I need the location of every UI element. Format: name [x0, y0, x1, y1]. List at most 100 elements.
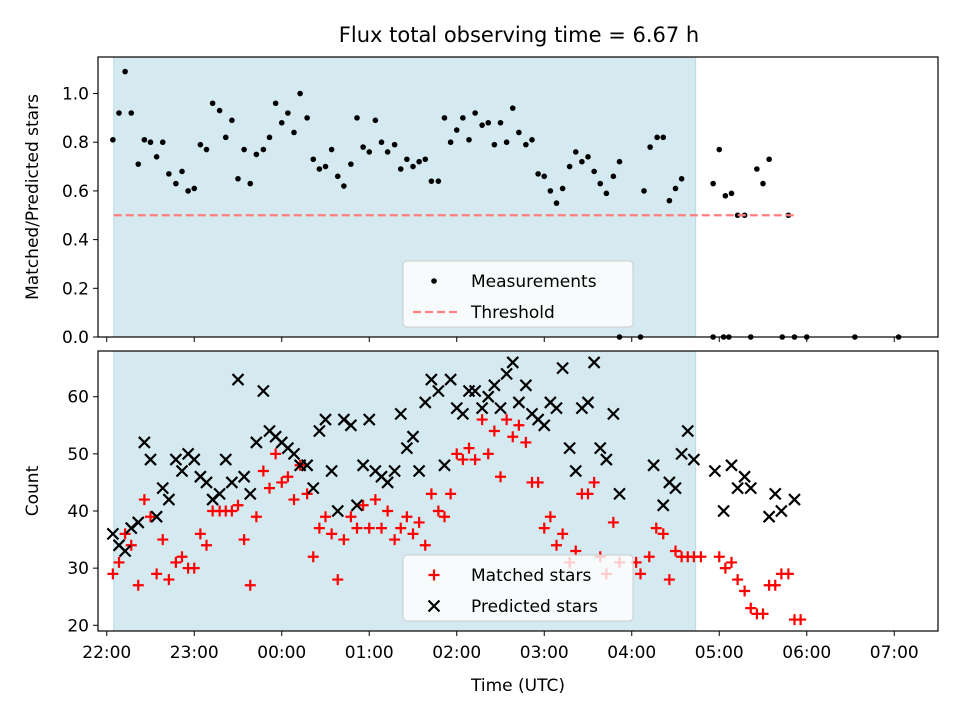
panel-2-plus-marker-46: [395, 522, 407, 534]
panel-1-legend-box: [402, 260, 634, 328]
panel-2-xtick-label-8: 06:00: [782, 643, 831, 663]
panel-1-ytick-label-4: 0.8: [62, 133, 89, 153]
panel-1-dot-marker-43: [378, 139, 385, 146]
panel-2-plus-marker-86: [657, 528, 669, 540]
panel-2-x-marker-86: [675, 447, 688, 461]
panel-1-legend-label-1: Threshold: [470, 303, 555, 323]
panel-2-x-marker-83: [656, 499, 670, 512]
panel-1-dot-marker-75: [579, 158, 585, 165]
panel-1-dot-marker-56: [460, 115, 466, 121]
panel-1-dot-marker-16: [209, 100, 216, 107]
panel-2-x-marker-66: [519, 379, 533, 392]
panel-2-x-marker-51: [425, 373, 438, 386]
panel-2-legend-box: [402, 554, 634, 622]
panel-1-dot-marker-82: [641, 188, 647, 194]
panel-2-x-marker-15: [200, 476, 213, 489]
panel-2-x-marker-24: [257, 384, 270, 398]
panel-2-plus-marker-34: [320, 511, 331, 523]
panel-2-x-marker-23: [250, 436, 263, 449]
panel-2-plus-marker-25: [264, 482, 275, 494]
panel-2-plus-marker-85: [650, 522, 662, 534]
panel-1-dot-marker-79: [603, 190, 610, 197]
panel-1-dot-marker-46: [397, 166, 404, 172]
panel-2-xtick-label-9: 07:00: [870, 643, 919, 663]
panel-2-x-marker-17: [213, 487, 226, 501]
panel-2-plus-marker-65: [513, 419, 525, 431]
panel-2-plus-marker-64: [507, 431, 519, 443]
panel-2-plus-marker-35: [326, 528, 338, 540]
panel-2-plus-marker-94: [719, 562, 731, 574]
panel-2-legend: Matched stars Predicted stars: [402, 554, 634, 622]
panel-2-x-marker-50: [418, 396, 432, 409]
panel-2-plus-marker-7: [151, 568, 163, 580]
panel-1-dot-marker-35: [328, 146, 335, 153]
panel-1-dot-marker-17: [216, 107, 223, 114]
panel-1-dot-marker-51: [428, 178, 435, 184]
panel-1-dot-marker-93: [734, 212, 741, 219]
panel-1-dot-marker-62: [497, 119, 504, 126]
panel-2-x-marker-40: [356, 459, 370, 472]
panel-2-x-marker-45: [388, 464, 401, 478]
panel-1-dot-marker-68: [535, 171, 541, 177]
panel-2-data-layer: [106, 356, 807, 626]
panel-2-xtick-label-1: 23:00: [170, 643, 219, 663]
panel-2-plus-marker-56: [457, 454, 469, 466]
panel-1-dot-marker-91: [722, 192, 729, 199]
panel-1-dot-marker-47: [404, 156, 410, 163]
panel-2-x-marker-6: [144, 453, 157, 466]
panel-2-x-marker-48: [406, 430, 420, 443]
panel-2-plus-marker-96: [732, 574, 744, 586]
panel-1-ytick-label-5: 1.0: [62, 85, 89, 105]
panel-2-plus-marker-54: [445, 488, 457, 500]
panel-2-x-marker-81: [613, 487, 626, 501]
panel-2-plus-marker-9: [163, 574, 175, 586]
panel-2-plus-marker-22: [244, 579, 256, 591]
panel-1-dot-marker-92: [728, 190, 735, 197]
panel-1-dot-marker-50: [422, 156, 429, 163]
panel-1-dot-marker-15: [203, 146, 210, 153]
panel-2-plus-marker-33: [313, 522, 325, 534]
panel-1-dot-marker-72: [559, 185, 566, 192]
panel-2-x-marker-35: [325, 464, 338, 478]
panel-1-dot-marker-28: [285, 110, 291, 116]
panel-1-dot-marker-25: [266, 134, 273, 141]
panel-1-dot-marker-64: [509, 105, 516, 111]
panel-2-plus-marker-8: [157, 534, 169, 546]
panel-1-dot-marker-57: [466, 136, 472, 143]
panel-2-plus-marker-41: [363, 522, 375, 534]
panel-2-x-marker-61: [488, 379, 501, 392]
panel-2-x-marker-21: [237, 470, 251, 483]
panel-2-xtick-label-0: 22:00: [82, 643, 131, 663]
panel-2-x-marker-60: [481, 390, 495, 403]
panel-2-ytick-label-0: 20: [67, 616, 89, 636]
panel-1-dot-marker-73: [566, 163, 573, 170]
panel-2-x-marker-47: [400, 441, 414, 455]
panel-2-legend-plus-swatch: [428, 569, 440, 581]
panel-2-plus-marker-23: [250, 511, 262, 523]
panel-1-dot-marker-69: [541, 173, 548, 180]
panel-2-plus-marker-44: [382, 505, 394, 517]
panel-2-x-marker-71: [550, 401, 563, 415]
panel-2-plus-marker-59: [476, 414, 488, 426]
panel-2-x-marker-88: [687, 453, 701, 466]
panel-2-plus-marker-40: [357, 499, 369, 511]
panel-1-legend-dot-swatch: [431, 278, 437, 284]
panel-1-dot-marker-6: [147, 139, 154, 146]
panel-2-plus-marker-29: [288, 494, 300, 506]
panel-1-dot-marker-71: [553, 200, 560, 206]
panel-2-x-marker-96: [768, 487, 782, 501]
panel-2-plus-marker-20: [232, 499, 244, 511]
panel-1-dot-marker-40: [360, 144, 366, 150]
panel-2-x-marker-95: [762, 510, 776, 523]
panel-1-dot-marker-30: [297, 90, 303, 97]
panel-2-plus-marker-4: [132, 579, 144, 591]
panel-2-plus-marker-24: [257, 465, 269, 477]
panel-1-dot-marker-96: [760, 180, 766, 187]
panel-1-dot-marker-5: [141, 136, 148, 143]
panel-2-x-marker-53: [438, 459, 451, 472]
panel-1-dot-marker-36: [334, 173, 341, 180]
panel-2-plus-marker-32: [307, 551, 319, 563]
panel-2-plus-marker-62: [495, 471, 506, 483]
panel-2-plus-marker-51: [425, 488, 437, 500]
panel-1-dot-marker-32: [310, 156, 317, 163]
